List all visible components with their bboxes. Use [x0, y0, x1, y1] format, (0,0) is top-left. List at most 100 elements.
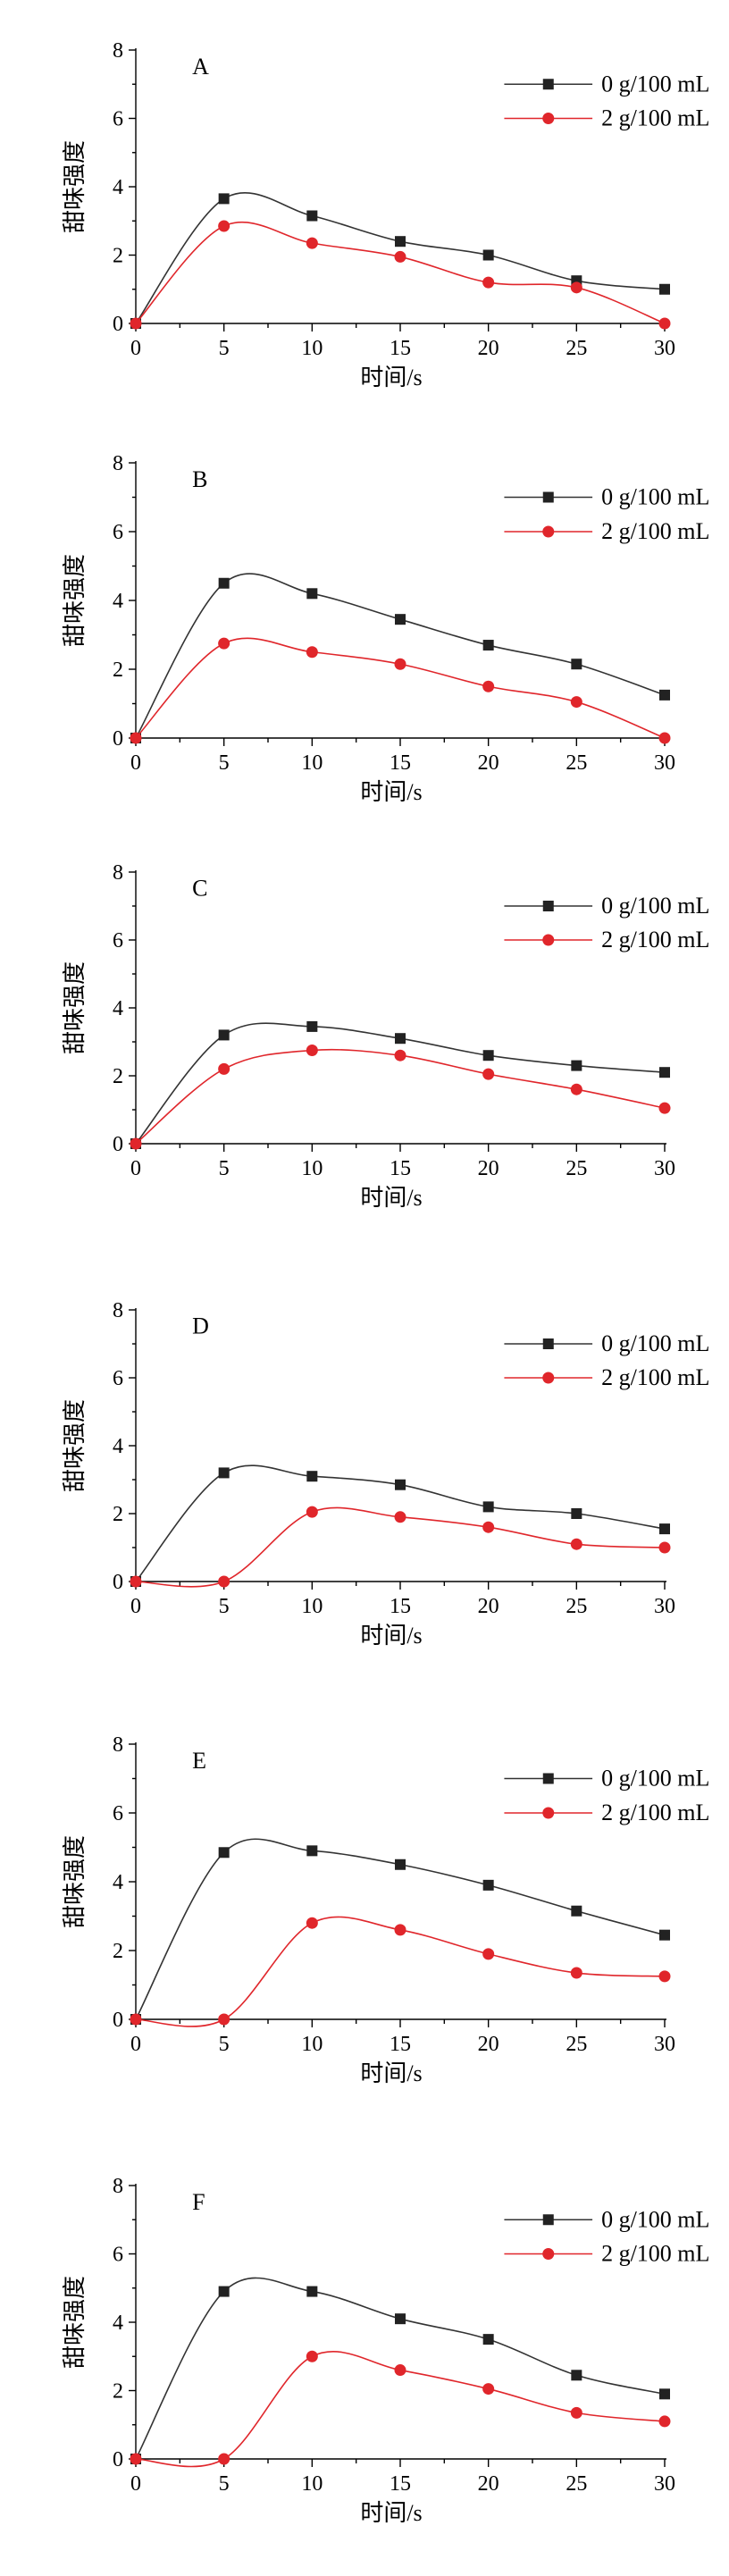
- x-axis-title: 时间/s: [360, 2500, 422, 2526]
- legend-label: 2 g/100 mL: [601, 105, 709, 131]
- y-tick-label: 2: [113, 1940, 123, 1963]
- series-control: [130, 1464, 670, 1587]
- data-point: [482, 276, 495, 289]
- x-axis-title: 时间/s: [360, 779, 422, 805]
- x-tick-label: 15: [390, 751, 411, 775]
- data-point: [306, 2350, 318, 2362]
- data-point: [395, 1033, 406, 1045]
- data-point: [482, 1501, 494, 1513]
- data-point: [571, 2370, 582, 2381]
- x-tick-label: 10: [301, 1595, 323, 1618]
- y-tick-label: 4: [113, 1435, 123, 1458]
- x-tick-label: 10: [301, 2033, 323, 2056]
- x-tick-label: 5: [219, 2033, 230, 2056]
- x-tick-label: 30: [654, 2033, 675, 2056]
- x-tick-label: 25: [566, 2472, 587, 2496]
- chart-panel-f: 0 2 4 6 8 0 5 10 15 20 25 30 时间/s 甜味强度 F 0 g/100 mL 2 g/…: [62, 2175, 709, 2526]
- x-tick-label: 15: [390, 2472, 411, 2496]
- x-tick-label: 5: [219, 2472, 230, 2496]
- y-tick-label: 2: [113, 245, 123, 268]
- x-tick-label: 15: [390, 1157, 411, 1180]
- series-line: [135, 573, 666, 739]
- data-point: [395, 236, 406, 248]
- x-tick-label: 0: [130, 1157, 141, 1180]
- data-point: [571, 1508, 582, 1519]
- series-treatment: [130, 220, 671, 330]
- x-tick-label: 10: [301, 751, 323, 775]
- x-tick-label: 25: [566, 751, 587, 775]
- x-axis-title: 时间/s: [360, 1623, 422, 1649]
- data-point: [570, 1083, 582, 1095]
- legend-marker: [542, 491, 554, 503]
- legend: 0 g/100 mL 2 g/100 mL: [504, 2206, 709, 2267]
- series-treatment: [130, 1916, 671, 2027]
- legend-label: 0 g/100 mL: [601, 2206, 709, 2232]
- data-point: [306, 1045, 318, 1056]
- legend-label: 2 g/100 mL: [601, 518, 709, 544]
- data-point: [218, 1467, 230, 1479]
- x-tick-label: 30: [654, 1595, 675, 1618]
- y-tick-label: 0: [113, 1571, 123, 1594]
- y-tick-label: 8: [113, 2175, 123, 2198]
- y-tick-label: 8: [113, 452, 123, 475]
- x-tick-label: 15: [390, 337, 411, 360]
- data-point: [130, 732, 142, 744]
- series-treatment: [130, 2350, 671, 2468]
- legend: 0 g/100 mL 2 g/100 mL: [504, 71, 709, 131]
- data-point: [218, 637, 230, 650]
- data-point: [306, 1020, 318, 1032]
- y-tick-label: 4: [113, 997, 123, 1020]
- data-point: [306, 588, 318, 600]
- data-point: [130, 1137, 142, 1150]
- x-tick-label: 15: [390, 2033, 411, 2056]
- x-axis-title: 时间/s: [360, 1185, 422, 1211]
- data-point: [218, 1029, 230, 1041]
- legend-label: 2 g/100 mL: [601, 1364, 709, 1390]
- y-tick-label: 4: [113, 176, 123, 199]
- y-tick-label: 0: [113, 2009, 123, 2032]
- series-treatment: [130, 1045, 671, 1150]
- legend: 0 g/100 mL 2 g/100 mL: [504, 1330, 709, 1390]
- y-tick-label: 2: [113, 2380, 123, 2404]
- x-tick-label: 10: [301, 1157, 323, 1180]
- data-point: [394, 1049, 406, 1061]
- data-point: [570, 1538, 582, 1550]
- y-tick-label: 8: [113, 1299, 123, 1322]
- y-axis-title: 甜味强度: [62, 961, 88, 1054]
- legend-label: 2 g/100 mL: [601, 1800, 709, 1825]
- data-point: [306, 210, 318, 222]
- x-tick-label: 30: [654, 1157, 675, 1180]
- legend: 0 g/100 mL 2 g/100 mL: [504, 1766, 709, 1825]
- x-tick-label: 20: [478, 337, 499, 360]
- x-tick-label: 25: [566, 1157, 587, 1180]
- y-tick-label: 6: [113, 521, 123, 544]
- y-tick-label: 2: [113, 1503, 123, 1526]
- legend-label: 0 g/100 mL: [601, 1766, 709, 1791]
- y-tick-label: 2: [113, 659, 123, 682]
- x-tick-label: 20: [478, 1157, 499, 1180]
- x-tick-label: 25: [566, 2033, 587, 2056]
- data-point: [306, 646, 318, 659]
- y-axis-title: 甜味强度: [62, 140, 88, 233]
- y-tick-label: 6: [113, 929, 123, 952]
- x-tick-label: 10: [301, 337, 323, 360]
- data-point: [482, 2383, 495, 2396]
- data-point: [218, 220, 230, 232]
- panel-label: A: [192, 54, 209, 80]
- legend-label: 0 g/100 mL: [601, 484, 709, 510]
- x-tick-label: 20: [478, 1595, 499, 1618]
- y-tick-label: 4: [113, 1871, 123, 1894]
- data-point: [571, 1905, 582, 1917]
- data-point: [394, 2364, 406, 2377]
- chart-panel-d: 0 2 4 6 8 0 5 10 15 20 25 30 时间/s 甜味强度 D 0 g/100 mL 2 g/…: [62, 1299, 709, 1649]
- data-point: [394, 250, 406, 263]
- legend-label: 0 g/100 mL: [601, 893, 709, 919]
- data-point: [218, 2286, 230, 2297]
- data-point: [570, 281, 582, 294]
- x-tick-label: 15: [390, 1595, 411, 1618]
- series-treatment: [130, 1506, 671, 1588]
- data-point: [571, 1060, 582, 1071]
- data-point: [482, 1948, 495, 1960]
- data-point: [659, 689, 670, 701]
